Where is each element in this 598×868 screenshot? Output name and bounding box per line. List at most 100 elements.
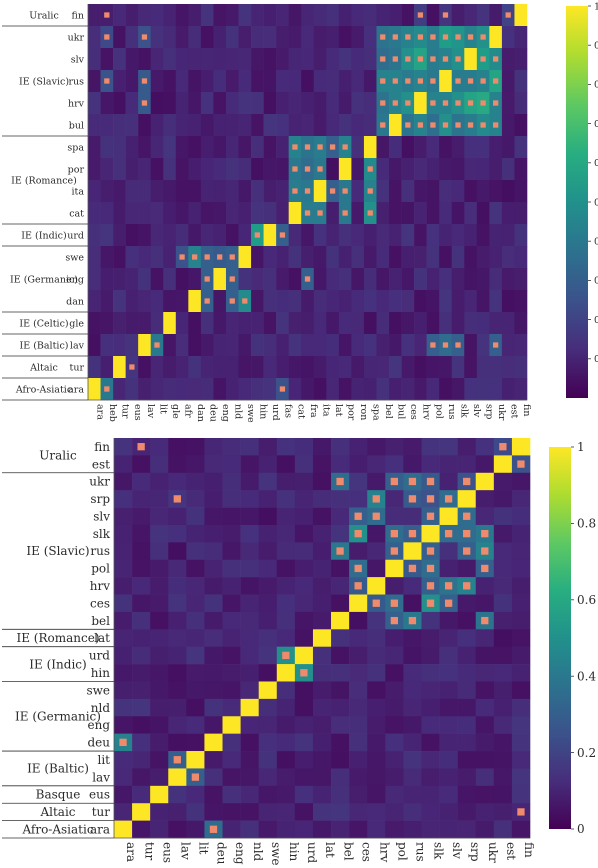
heatmap-cell-urd-lit xyxy=(186,646,205,665)
heatmap-cell-eng-pol xyxy=(426,268,440,291)
heatmap-cell-nld-slv xyxy=(439,698,458,717)
heatmap-cell-lat-slv xyxy=(439,629,458,647)
heatmap-cell-por-bul xyxy=(389,158,402,181)
heatmap-cell-rus-fas xyxy=(276,70,289,93)
heatmap-cell-urd-deu xyxy=(200,224,214,247)
heatmap-cell-tur-nld xyxy=(240,803,259,821)
significance-marker-rus-heb xyxy=(104,78,110,84)
heatmap-cell-bel-eng xyxy=(222,611,241,630)
heatmap-cell-fin-ces xyxy=(401,4,415,27)
heatmap-cell-ita-deu xyxy=(200,180,214,203)
heatmap-cell-por-bel xyxy=(376,158,390,181)
heatmap-cell-cat-hin xyxy=(251,202,264,225)
heatmap-cell-por-ara xyxy=(88,158,101,181)
col-label-urd: urd xyxy=(305,842,319,863)
heatmap-cell-tur-deu xyxy=(200,356,214,379)
heatmap-cell-dan-est xyxy=(501,290,515,313)
significance-marker-cat-por xyxy=(342,210,348,216)
heatmap-cell-hrv-ita xyxy=(313,92,327,115)
heatmap-cell-por-dan xyxy=(188,158,202,181)
heatmap-cell-deu-bel xyxy=(331,733,350,752)
row-label-pol: pol xyxy=(91,562,110,576)
heatmap-cell-eng-eng xyxy=(213,268,227,291)
significance-marker-bul-hrv xyxy=(417,122,424,128)
heatmap-cell-eus-nld xyxy=(240,785,259,804)
significance-marker-pol-slk xyxy=(426,564,435,573)
heatmap-cell-hrv-tur xyxy=(132,577,151,595)
heatmap-cell-swe-slk xyxy=(451,246,465,269)
significance-marker-swe-deu xyxy=(204,254,210,260)
heatmap-cell-slv-nld xyxy=(240,507,259,526)
significance-marker-slv-bel xyxy=(380,56,386,62)
heatmap-cell-eus-pol xyxy=(385,785,404,804)
heatmap-cell-fin-hrv xyxy=(367,438,386,456)
heatmap-cell-fin-ces xyxy=(349,438,368,456)
heatmap-cell-lit-hrv xyxy=(367,751,386,769)
heatmap-cell-lit-lat xyxy=(312,751,332,769)
heatmap-cell-ces-bel xyxy=(331,594,350,613)
heatmap-cell-ara-deu xyxy=(200,378,214,401)
heatmap-cell-urd-swe xyxy=(238,224,252,247)
heatmap-cell-ita-eus xyxy=(125,180,139,203)
heatmap-cell-gle-urd xyxy=(263,312,277,335)
heatmap-cell-deu-ces xyxy=(349,733,368,752)
row-label-ita: ita xyxy=(71,186,84,197)
heatmap-cell-slv-eus xyxy=(125,48,139,71)
significance-marker-slv-slk xyxy=(455,56,461,62)
heatmap-cell-hrv-lat xyxy=(312,577,332,595)
heatmap-cell-ara-urd xyxy=(294,820,314,839)
colorbar-tick-label-8: 0.9 xyxy=(594,41,598,52)
significance-marker-swe-dan xyxy=(191,254,198,260)
heatmap-cell-spa-ukr xyxy=(489,136,503,159)
heatmap-cell-rus-lat xyxy=(326,70,340,93)
significance-marker-lav-lit xyxy=(154,342,160,348)
col-label-nld: nld xyxy=(251,842,265,862)
heatmap-cell-lav-fra xyxy=(301,334,315,357)
heatmap-cell-urd-fin xyxy=(511,646,531,665)
significance-marker-ukr-slk xyxy=(426,477,435,486)
heatmap-cell-hin-deu xyxy=(204,664,223,682)
heatmap-cell-rus-fin xyxy=(511,542,531,561)
heatmap-cell-rus-ita xyxy=(313,70,327,93)
heatmap-cell-eus-hin xyxy=(276,785,296,804)
heatmap-cell-lav-dan xyxy=(188,334,202,357)
heatmap-cell-hin-lav xyxy=(168,664,187,682)
heatmap-cell-lav-fin xyxy=(511,768,531,787)
heatmap-cell-deu-tur xyxy=(132,733,151,752)
heatmap-cell-swe-est xyxy=(501,246,515,269)
heatmap-cell-gle-fas xyxy=(276,312,289,335)
heatmap-cell-urd-pol xyxy=(426,224,440,247)
heatmap-cell-ukr-deu xyxy=(200,26,214,49)
heatmap-cell-dan-lav xyxy=(138,290,152,313)
heatmap-cell-ara-fin xyxy=(511,820,531,839)
heatmap-cell-eng-bel xyxy=(331,716,350,734)
significance-marker-rus-slv xyxy=(467,78,474,84)
group-label-3: IE (Indic) xyxy=(29,657,86,671)
heatmap-cell-cat-lat xyxy=(326,202,340,225)
heatmap-cell-slv-dan xyxy=(188,48,202,71)
heatmap-cell-eus-lit xyxy=(186,785,205,804)
heatmap-cell-fin-slv xyxy=(439,438,458,456)
col-label-por: por xyxy=(345,404,356,421)
heatmap-cell-ukr-ces xyxy=(349,472,368,491)
significance-marker-slv-hrv xyxy=(417,56,424,62)
heatmap-cell-hrv-est xyxy=(501,92,515,115)
heatmap-cell-urd-por xyxy=(338,224,352,247)
heatmap-cell-dan-ita xyxy=(313,290,327,313)
heatmap-cell-hin-slv xyxy=(439,664,458,682)
row-label-rus: rus xyxy=(90,544,110,558)
heatmap-cell-lit-urd xyxy=(294,751,314,769)
heatmap-cell-ara-urd xyxy=(263,378,277,401)
heatmap-cell-urd-eus xyxy=(125,224,139,247)
significance-marker-hrv-ces xyxy=(405,100,411,106)
heatmap-cell-por-urd xyxy=(263,158,277,181)
heatmap-cell-bul-eus xyxy=(125,114,139,137)
significance-marker-slk-srp xyxy=(463,530,471,538)
significance-marker-hrv-bel xyxy=(380,100,386,106)
heatmap-cell-swe-bel xyxy=(331,681,350,700)
heatmap-cell-swe-hrv xyxy=(414,246,427,269)
heatmap-cell-est-ukr xyxy=(475,455,495,474)
group-label-7: Altaic xyxy=(29,362,58,373)
heatmap-cell-hin-hrv xyxy=(367,664,386,682)
col-label-eus: eus xyxy=(160,842,174,863)
